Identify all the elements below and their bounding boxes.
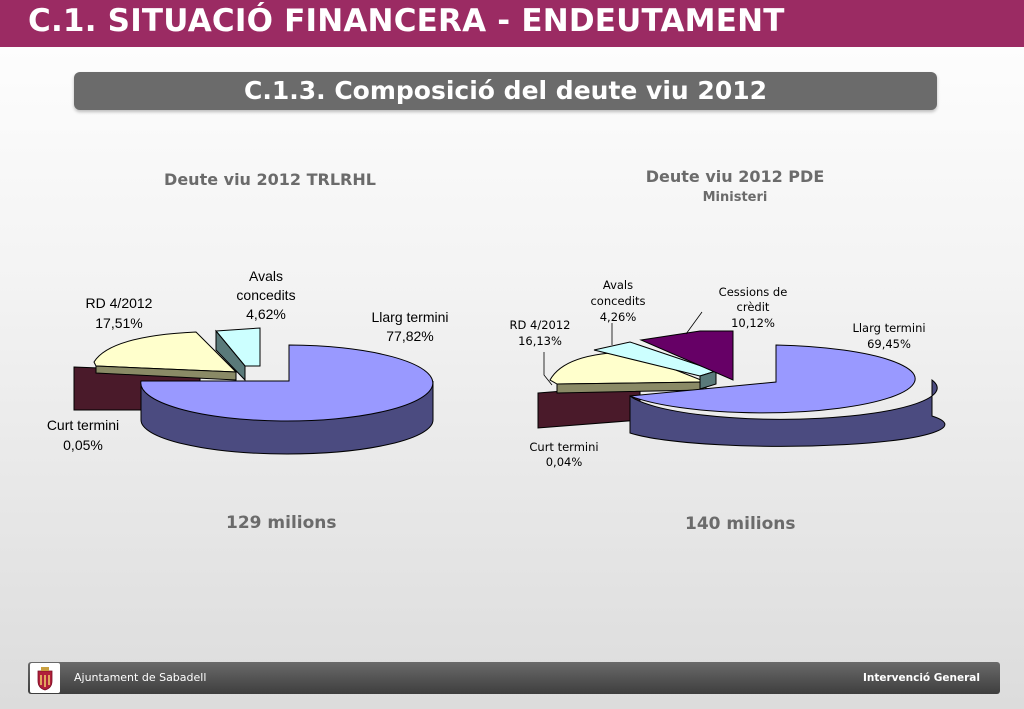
right-chart-subtitle: Ministeri	[702, 190, 768, 205]
right-label-rd-line2: 16,13%	[518, 334, 562, 348]
left-slice-rd-4-2012-side	[95, 365, 237, 381]
left-chart-title: Deute viu 2012 TRLRHL	[164, 170, 376, 189]
right-label-avals-line3: 4,26%	[600, 310, 637, 324]
section-title-bar: C.1.3. Composició del deute viu 2012	[74, 72, 937, 110]
footer-organization: Ajuntament de Sabadell	[74, 671, 207, 684]
left-label-avals-line3: 4,62%	[246, 306, 286, 322]
right-label-avals-line2: concedits	[590, 294, 645, 308]
right-label-cessions-line1: Cessions de	[719, 285, 788, 299]
right-rd-leader-line	[543, 352, 553, 386]
right-slice-cessions	[639, 330, 734, 381]
left-pie	[73, 327, 434, 455]
left-label-rd-line1: RD 4/2012	[86, 295, 153, 311]
right-label-llarg-line1: Llarg termini	[852, 321, 925, 335]
right-label-cessions-line3: 10,12%	[731, 316, 775, 330]
right-slice-llarg-termini	[629, 344, 916, 414]
left-slice-llarg-termini	[140, 344, 434, 422]
right-label-llarg-line2: 69,45%	[867, 337, 911, 351]
right-pie	[537, 330, 946, 447]
header-bar: C.1. SITUACIÓ FINANCERA - ENDEUTAMENT	[0, 0, 1024, 47]
left-label-avals-line2: concedits	[236, 287, 295, 303]
right-slice-llarg-termini-side	[629, 378, 946, 447]
section-title: C.1.3. Composició del deute viu 2012	[243, 76, 768, 105]
left-label-llarg-line2: 77,82%	[386, 328, 433, 344]
right-chart-total: 140 milions	[685, 514, 796, 534]
left-slice-rd-4-2012	[93, 331, 238, 373]
right-cessions-leader-line	[685, 311, 703, 335]
right-label-rd-line1: RD 4/2012	[510, 318, 571, 332]
right-label-curt-line1: Curt termini	[529, 440, 598, 454]
right-label-cessions-line2: crèdit	[737, 300, 770, 314]
left-label-avals-line1: Avals	[249, 268, 283, 284]
left-slice-avals-side	[215, 329, 246, 382]
right-label-curt-line2: 0,04%	[546, 455, 583, 469]
left-chart-total: 129 milions	[226, 513, 337, 533]
footer-bar	[28, 662, 1000, 694]
right-label-avals-line1: Avals	[603, 278, 633, 292]
left-label-rd-line2: 17,51%	[95, 315, 142, 331]
left-label-curt-line1: Curt termini	[47, 417, 119, 433]
left-label-llarg-line1: Llarg termini	[371, 309, 448, 325]
page-title: C.1. SITUACIÓ FINANCERA - ENDEUTAMENT	[28, 3, 785, 39]
left-label-curt-line2: 0,05%	[63, 437, 103, 453]
footer-department: Intervenció General	[862, 672, 980, 684]
coat-of-arms-icon	[30, 663, 60, 693]
right-chart-title: Deute viu 2012 PDE	[645, 167, 825, 186]
right-slice-avals-side	[699, 370, 717, 390]
